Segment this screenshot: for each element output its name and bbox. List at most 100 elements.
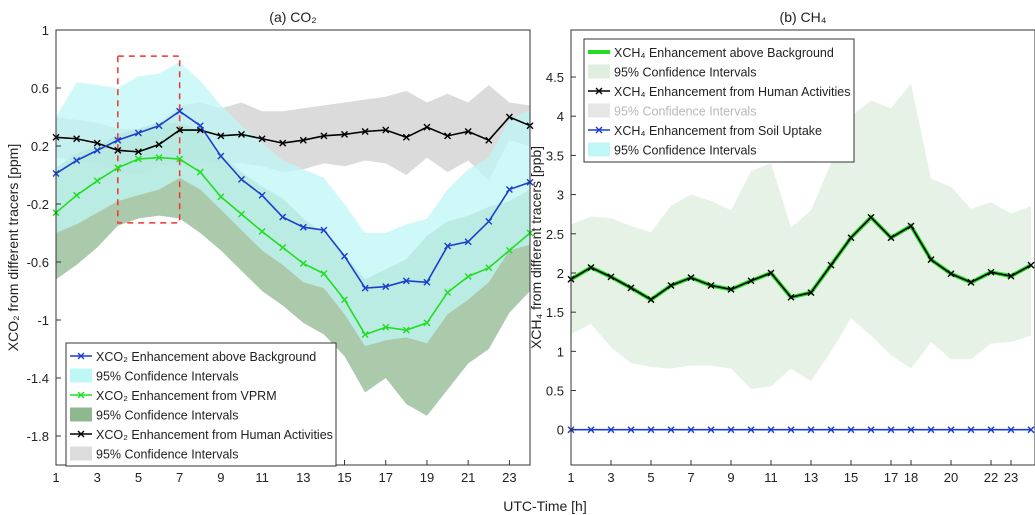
data-point bbox=[423, 123, 431, 131]
y-tick-label: -0.6 bbox=[27, 255, 49, 270]
data-point bbox=[687, 274, 695, 282]
x-tick-label: 1 bbox=[52, 470, 59, 485]
data-point bbox=[907, 222, 915, 230]
data-point bbox=[464, 128, 472, 135]
data-point bbox=[73, 157, 81, 164]
x-tick-label: 7 bbox=[176, 470, 183, 485]
data-point bbox=[987, 268, 995, 276]
y-tick-label: 0.5 bbox=[546, 384, 564, 399]
legend-swatch bbox=[588, 64, 610, 79]
y-tick-label: 0.6 bbox=[31, 81, 49, 96]
data-point bbox=[114, 164, 122, 172]
y-tick-label: 2.5 bbox=[546, 227, 564, 242]
data-point bbox=[341, 252, 349, 260]
legend-swatch bbox=[588, 142, 610, 157]
data-point bbox=[747, 426, 755, 434]
data-point bbox=[727, 285, 735, 293]
data-point bbox=[787, 293, 795, 301]
data-point bbox=[947, 270, 955, 278]
legend-label: 95% Confidence Intervals bbox=[96, 448, 238, 462]
x-tick-label: 18 bbox=[904, 470, 918, 485]
x-tick-label: 11 bbox=[764, 470, 778, 485]
legend-marker bbox=[595, 126, 603, 134]
x-tick-label: 15 bbox=[337, 470, 351, 485]
data-point bbox=[947, 426, 955, 434]
series-line bbox=[55, 116, 531, 153]
y-tick-label: -1 bbox=[37, 313, 49, 328]
data-point bbox=[217, 132, 225, 140]
data-point bbox=[667, 282, 675, 290]
data-point bbox=[464, 238, 472, 246]
plot-frame bbox=[570, 29, 1035, 466]
data-point bbox=[361, 331, 369, 338]
data-point bbox=[505, 113, 513, 121]
y-tick-label: 3.5 bbox=[546, 148, 564, 163]
data-point bbox=[847, 234, 855, 242]
panel-title: (a) CO₂ bbox=[269, 9, 316, 25]
y-tick-label: 4 bbox=[557, 109, 564, 124]
legend-label: XCO₂ Enhancement above Background bbox=[96, 350, 316, 364]
data-point bbox=[607, 426, 615, 434]
panel-b-ch4: 00.511.522.533.544.51 3 5 7 9 11 13 15 17 18 20 22 2… bbox=[528, 9, 1035, 485]
data-point bbox=[867, 213, 875, 221]
legend-label: XCH₄ Enhancement from Human Activities bbox=[614, 85, 850, 99]
data-point bbox=[361, 128, 369, 135]
data-point bbox=[361, 284, 369, 292]
legend-box bbox=[65, 342, 337, 467]
data-point bbox=[927, 426, 935, 434]
data-point bbox=[73, 191, 81, 199]
data-point bbox=[727, 426, 735, 434]
x-tick-label: 3 bbox=[607, 470, 614, 485]
series-line bbox=[55, 110, 531, 289]
data-point bbox=[807, 426, 815, 434]
y-tick-label: 2 bbox=[557, 266, 564, 281]
legend-swatch bbox=[70, 446, 92, 461]
data-point bbox=[1007, 426, 1015, 434]
x-tick-label: 3 bbox=[94, 470, 101, 485]
data-point bbox=[485, 264, 493, 272]
x-tick-label: 23 bbox=[1004, 470, 1018, 485]
legend-marker bbox=[77, 430, 85, 438]
data-point bbox=[237, 175, 245, 183]
legend-label: XCO₂ Enhancement from Human Activities bbox=[96, 428, 333, 442]
data-point bbox=[887, 426, 895, 434]
x-tick-label: 21 bbox=[461, 470, 475, 485]
data-point bbox=[505, 186, 513, 193]
data-point bbox=[767, 426, 775, 434]
data-point bbox=[787, 426, 795, 434]
data-point bbox=[341, 296, 349, 304]
legend-swatch bbox=[588, 103, 610, 118]
x-tick-label: 7 bbox=[687, 470, 694, 485]
data-point bbox=[93, 177, 101, 185]
legend-marker bbox=[77, 391, 85, 399]
data-point bbox=[1007, 272, 1015, 280]
data-point bbox=[196, 168, 204, 176]
data-point bbox=[73, 135, 81, 143]
legend-swatch bbox=[70, 368, 92, 383]
legend-label: 95% Confidence Intervals bbox=[96, 370, 238, 384]
legend-label: 95% Confidence Intervals bbox=[96, 409, 238, 423]
data-point bbox=[1027, 261, 1035, 269]
y-tick-label: 0.2 bbox=[31, 139, 49, 154]
data-point bbox=[587, 263, 595, 271]
data-point bbox=[505, 246, 513, 254]
data-point bbox=[444, 242, 452, 250]
data-point bbox=[485, 136, 493, 144]
data-point bbox=[155, 122, 163, 130]
data-point bbox=[827, 426, 835, 434]
data-point bbox=[176, 107, 184, 115]
data-point bbox=[1027, 426, 1035, 434]
data-point bbox=[258, 228, 266, 236]
legend-marker bbox=[595, 87, 603, 95]
data-point bbox=[423, 278, 431, 286]
y-axis-label: XCH₄ from different tracers [ppb] bbox=[528, 146, 544, 349]
data-point bbox=[217, 193, 225, 201]
legend-box bbox=[583, 38, 855, 163]
series-line bbox=[570, 216, 1032, 301]
data-point bbox=[155, 154, 163, 162]
data-point bbox=[237, 210, 245, 218]
y-tick-label: 1 bbox=[42, 23, 49, 38]
x-tick-label: 15 bbox=[844, 470, 858, 485]
data-point bbox=[258, 191, 266, 199]
